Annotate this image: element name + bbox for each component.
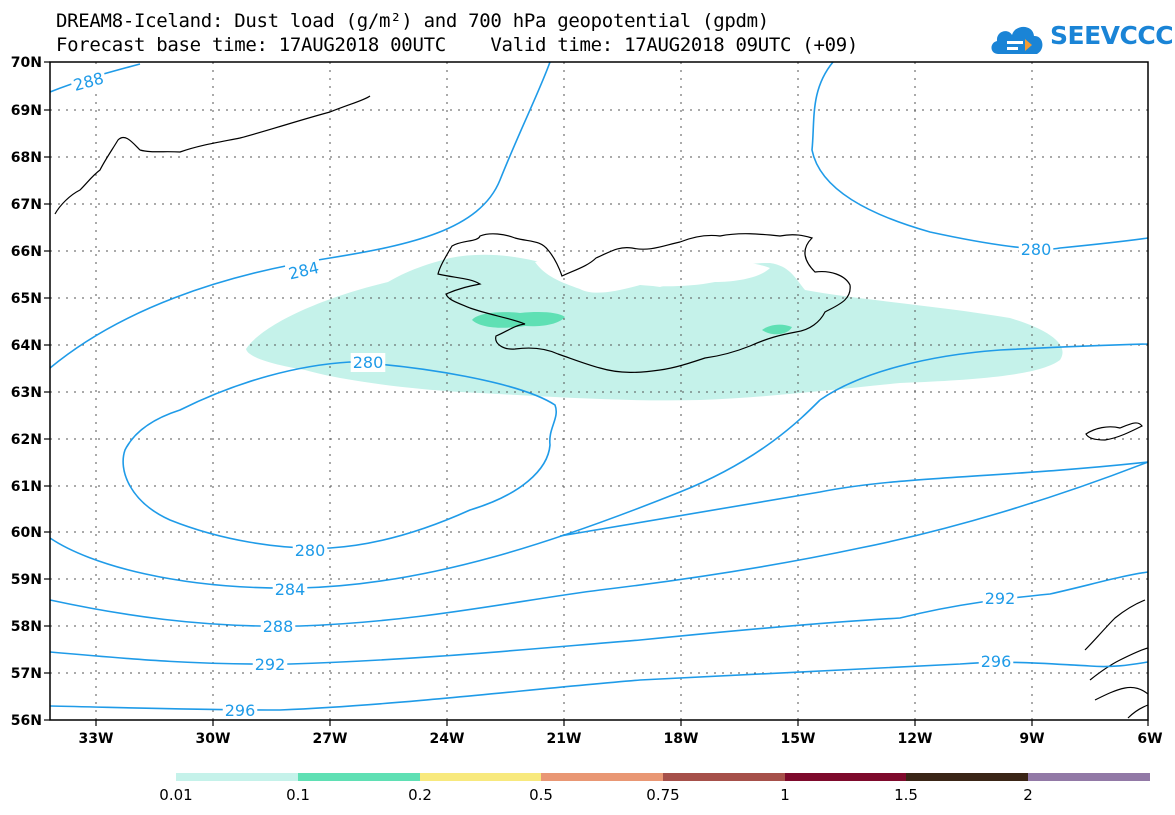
lat-label: 70N — [11, 55, 42, 71]
lon-label: 30W — [196, 731, 231, 747]
lat-label: 65N — [11, 291, 42, 307]
contour-label: 296 — [225, 701, 256, 720]
colorbar-label: 0.2 — [408, 786, 432, 804]
contour-label-halo — [1018, 240, 1054, 259]
cloud-icon — [991, 26, 1043, 54]
lat-label: 66N — [11, 244, 42, 260]
iceland-coast — [437, 233, 851, 373]
contour-280-east — [819, 343, 1149, 401]
contour-label-halo — [284, 257, 323, 284]
contour-label: 292 — [255, 655, 286, 674]
colorbar: 0.01 0.1 0.2 0.5 0.75 1 1.5 2 — [159, 773, 1150, 804]
contour-label: 288 — [71, 69, 105, 95]
lon-label: 15W — [781, 731, 816, 747]
logo-text: SEEVCCC — [1050, 21, 1174, 50]
colorbar-swatch — [1028, 773, 1150, 781]
graticule — [50, 62, 1148, 720]
colorbar-swatch — [420, 773, 541, 781]
contour-280-northeast — [811, 61, 1149, 250]
colorbar-swatch — [298, 773, 420, 781]
colorbar-label: 1 — [780, 786, 790, 804]
scotland-coast — [1084, 599, 1149, 719]
contour-292-south — [49, 571, 1149, 665]
lat-label: 69N — [11, 103, 42, 119]
contour-label-halo — [222, 701, 258, 720]
colorbar-swatch — [663, 773, 785, 781]
contour-label: 284 — [287, 258, 321, 283]
contour-288-south — [49, 461, 1149, 628]
contour-label-halo — [292, 541, 328, 560]
lat-label: 58N — [11, 619, 42, 635]
contour-label-halo — [982, 589, 1018, 608]
contour-284-south — [49, 399, 821, 589]
lon-label: 27W — [313, 731, 348, 747]
lon-label: 6W — [1137, 731, 1162, 747]
colorbar-label: 0.75 — [646, 786, 679, 804]
axis-ticks — [44, 61, 1149, 726]
dust-area-low — [246, 254, 1063, 401]
latitude-labels: 70N 69N 68N 67N 66N 65N 64N 63N 62N 61N … — [11, 55, 42, 729]
map-title: DREAM8-Iceland: Dust load (g/m²) and 700… — [56, 10, 769, 32]
contour-label: 296 — [981, 652, 1012, 671]
contour-label: 280 — [353, 353, 384, 372]
lon-label: 24W — [430, 731, 465, 747]
forecast-time-line: Forecast base time: 17AUG2018 00UTC Vali… — [56, 34, 859, 56]
map-frame — [49, 61, 1149, 721]
contour-284-north — [49, 61, 551, 369]
contour-label-halo — [978, 652, 1014, 671]
lat-label: 61N — [11, 479, 42, 495]
colorbar-label: 0.1 — [286, 786, 310, 804]
colorbar-swatch — [176, 773, 298, 781]
contour-label: 280 — [1021, 240, 1052, 259]
lon-label: 33W — [79, 731, 114, 747]
lat-label: 60N — [11, 525, 42, 541]
colorbar-label: 0.5 — [529, 786, 553, 804]
contour-label: 292 — [985, 589, 1016, 608]
colorbar-swatch — [906, 773, 1028, 781]
contour-label: 280 — [295, 541, 326, 560]
colorbar-label: 2 — [1023, 786, 1033, 804]
longitude-labels: 33W 30W 27W 24W 21W 18W 15W 12W 9W 6W — [79, 731, 1163, 747]
contour-label-halo — [260, 617, 296, 636]
dust-area-mid — [472, 312, 565, 328]
contour-label-halo — [350, 353, 386, 372]
coastlines — [54, 95, 1149, 719]
lat-label: 63N — [11, 385, 42, 401]
contour-label-halo — [252, 655, 288, 674]
contour-labels: 288 284 280 280 280 284 288 292 292 296 … — [69, 68, 1054, 720]
dust-gap-north — [535, 258, 770, 293]
contour-label-halo — [69, 68, 108, 96]
lon-label: 18W — [664, 731, 699, 747]
contour-284-east — [559, 461, 1149, 537]
colorbar-swatch — [785, 773, 906, 781]
lat-label: 68N — [11, 150, 42, 166]
colorbar-label: 1.5 — [894, 786, 918, 804]
lat-label: 59N — [11, 572, 42, 588]
contour-label: 284 — [275, 580, 306, 599]
contour-label: 288 — [263, 617, 294, 636]
lat-label: 56N — [11, 713, 42, 729]
dust-area-mid-east — [762, 324, 792, 335]
lon-label: 12W — [898, 731, 933, 747]
lat-label: 64N — [11, 338, 42, 354]
faroe-coast — [1085, 422, 1143, 441]
colorbar-swatch — [541, 773, 663, 781]
colorbar-label: 0.01 — [159, 786, 192, 804]
contour-label-halo — [272, 580, 308, 599]
lon-label: 21W — [547, 731, 582, 747]
seevccc-logo: SEEVCCC — [988, 18, 1174, 60]
lat-label: 57N — [11, 666, 42, 682]
greenland-coast — [54, 95, 371, 215]
lat-label: 67N — [11, 197, 42, 213]
lon-label: 9W — [1019, 731, 1044, 747]
lat-label: 62N — [11, 432, 42, 448]
